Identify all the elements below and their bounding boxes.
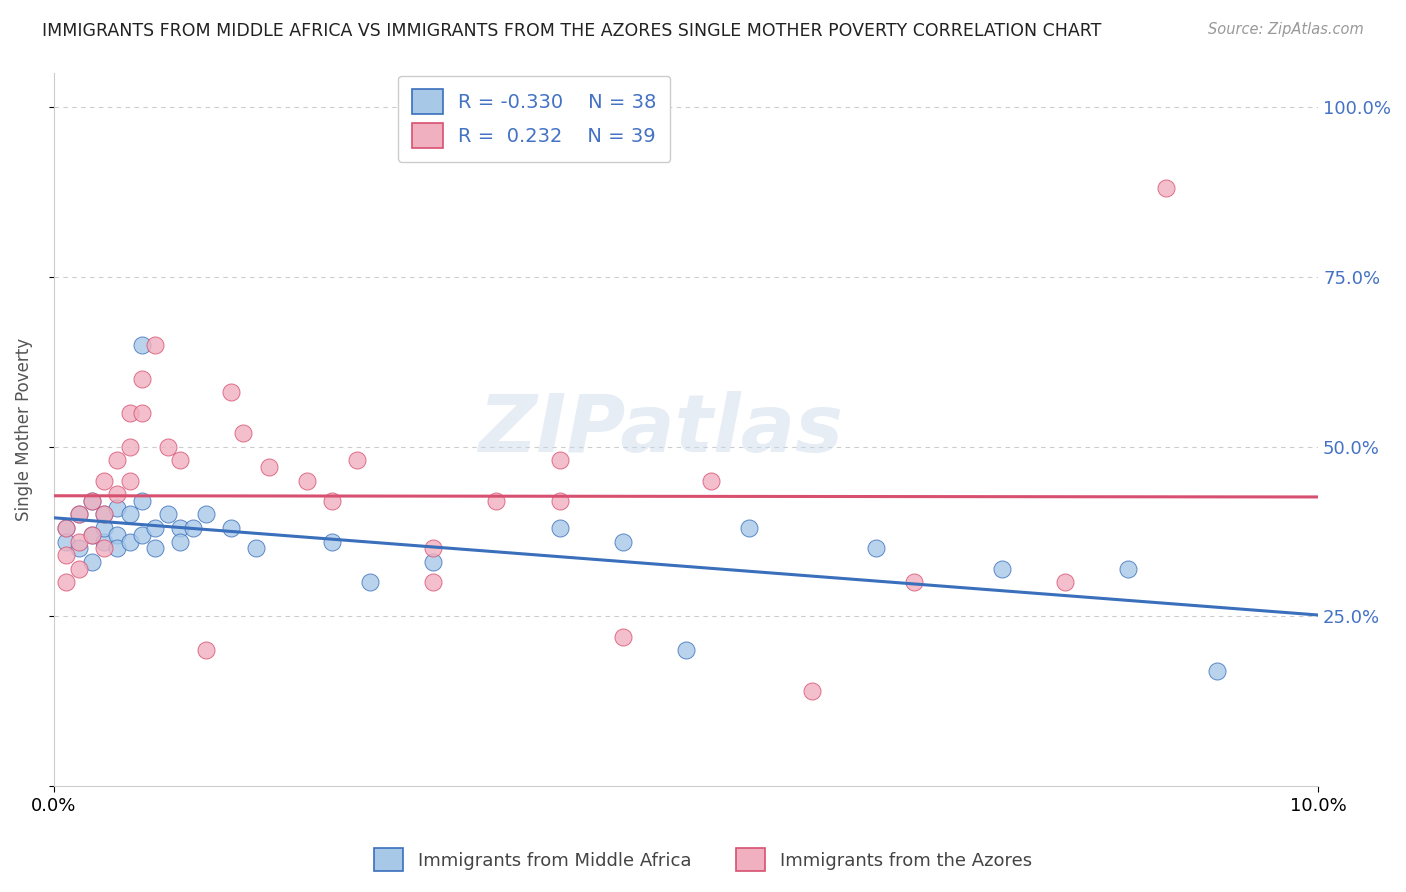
- Point: [1156, 181, 1178, 195]
- Point: [422, 575, 444, 590]
- Point: [80, 528, 103, 542]
- Point: [169, 521, 191, 535]
- Point: [143, 541, 166, 556]
- Point: [93, 474, 115, 488]
- Point: [245, 541, 267, 556]
- Point: [422, 555, 444, 569]
- Point: [93, 521, 115, 535]
- Point: [93, 541, 115, 556]
- Point: [865, 541, 887, 556]
- Point: [169, 534, 191, 549]
- Point: [1054, 575, 1077, 590]
- Point: [156, 440, 179, 454]
- Point: [55, 534, 77, 549]
- Point: [612, 534, 634, 549]
- Point: [612, 630, 634, 644]
- Point: [219, 385, 242, 400]
- Point: [67, 508, 90, 522]
- Point: [131, 371, 153, 385]
- Point: [105, 487, 128, 501]
- Point: [118, 474, 141, 488]
- Point: [131, 494, 153, 508]
- Point: [80, 528, 103, 542]
- Point: [181, 521, 204, 535]
- Legend: R = -0.330    N = 38, R =  0.232    N = 39: R = -0.330 N = 38, R = 0.232 N = 39: [398, 76, 671, 161]
- Point: [80, 494, 103, 508]
- Point: [219, 521, 242, 535]
- Point: [93, 508, 115, 522]
- Point: [131, 337, 153, 351]
- Point: [359, 575, 381, 590]
- Point: [194, 643, 217, 657]
- Text: Source: ZipAtlas.com: Source: ZipAtlas.com: [1208, 22, 1364, 37]
- Point: [55, 575, 77, 590]
- Point: [321, 494, 343, 508]
- Point: [118, 406, 141, 420]
- Point: [169, 453, 191, 467]
- Point: [485, 494, 508, 508]
- Point: [131, 528, 153, 542]
- Point: [257, 459, 280, 474]
- Point: [55, 521, 77, 535]
- Point: [675, 643, 697, 657]
- Point: [321, 534, 343, 549]
- Point: [1206, 664, 1229, 678]
- Point: [93, 534, 115, 549]
- Y-axis label: Single Mother Poverty: Single Mother Poverty: [15, 338, 32, 521]
- Point: [80, 494, 103, 508]
- Text: IMMIGRANTS FROM MIDDLE AFRICA VS IMMIGRANTS FROM THE AZORES SINGLE MOTHER POVERT: IMMIGRANTS FROM MIDDLE AFRICA VS IMMIGRA…: [42, 22, 1101, 40]
- Point: [67, 562, 90, 576]
- Point: [67, 534, 90, 549]
- Point: [194, 508, 217, 522]
- Point: [55, 521, 77, 535]
- Point: [232, 425, 254, 440]
- Point: [422, 541, 444, 556]
- Text: ZIPatlas: ZIPatlas: [478, 391, 844, 468]
- Point: [105, 453, 128, 467]
- Point: [118, 534, 141, 549]
- Point: [67, 508, 90, 522]
- Point: [548, 494, 571, 508]
- Point: [55, 548, 77, 562]
- Point: [903, 575, 925, 590]
- Point: [548, 521, 571, 535]
- Point: [105, 528, 128, 542]
- Point: [118, 508, 141, 522]
- Point: [1118, 562, 1140, 576]
- Point: [991, 562, 1014, 576]
- Point: [80, 555, 103, 569]
- Point: [93, 508, 115, 522]
- Point: [105, 541, 128, 556]
- Point: [143, 337, 166, 351]
- Point: [548, 453, 571, 467]
- Point: [738, 521, 761, 535]
- Point: [131, 406, 153, 420]
- Legend: Immigrants from Middle Africa, Immigrants from the Azores: Immigrants from Middle Africa, Immigrant…: [367, 841, 1039, 879]
- Point: [156, 508, 179, 522]
- Point: [346, 453, 368, 467]
- Point: [67, 541, 90, 556]
- Point: [295, 474, 318, 488]
- Point: [105, 500, 128, 515]
- Point: [143, 521, 166, 535]
- Point: [700, 474, 723, 488]
- Point: [118, 440, 141, 454]
- Point: [801, 684, 824, 698]
